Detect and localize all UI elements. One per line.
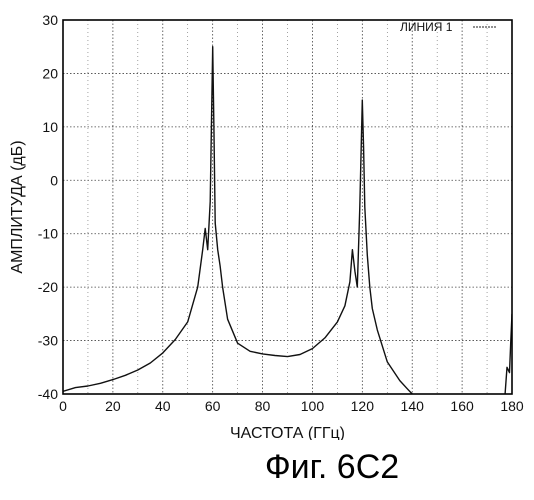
x-tick-label: 40: [155, 398, 171, 414]
y-tick-label: -30: [38, 333, 58, 349]
legend-label: ЛИНИЯ 1: [400, 20, 453, 34]
x-tick-label: 120: [351, 398, 375, 414]
y-axis-title: АМПЛИТУДА (дБ): [9, 140, 26, 273]
figure-caption: Фиг. 6C2: [0, 448, 534, 487]
y-tick-label: -40: [38, 386, 58, 402]
y-tick-label: -10: [38, 226, 58, 242]
x-tick-label: 0: [59, 398, 67, 414]
legend: ЛИНИЯ 1: [400, 20, 497, 34]
x-tick-label: 140: [401, 398, 425, 414]
amplitude-frequency-chart: 0 20 40 60 80 100 120 140 160 180 -40 -30 -20 -10 0 10…: [0, 0, 534, 440]
x-tick-label: 80: [255, 398, 271, 414]
grid: [63, 20, 512, 394]
y-tick-label: 30: [42, 12, 58, 28]
x-tick-labels: 0 20 40 60 80 100 120 140 160 180: [59, 398, 524, 414]
x-tick-label: 60: [205, 398, 221, 414]
y-tick-label: 20: [42, 65, 58, 81]
x-tick-label: 20: [105, 398, 121, 414]
y-tick-label: 0: [50, 172, 58, 188]
x-axis-title: ЧАСТОТА (ГГц): [230, 425, 345, 440]
x-tick-label: 160: [450, 398, 474, 414]
y-tick-label: 10: [42, 119, 58, 135]
x-tick-label: 100: [301, 398, 325, 414]
y-tick-label: -20: [38, 279, 58, 295]
y-tick-labels: -40 -30 -20 -10 0 10 20 30: [38, 12, 58, 402]
x-tick-label: 180: [500, 398, 524, 414]
